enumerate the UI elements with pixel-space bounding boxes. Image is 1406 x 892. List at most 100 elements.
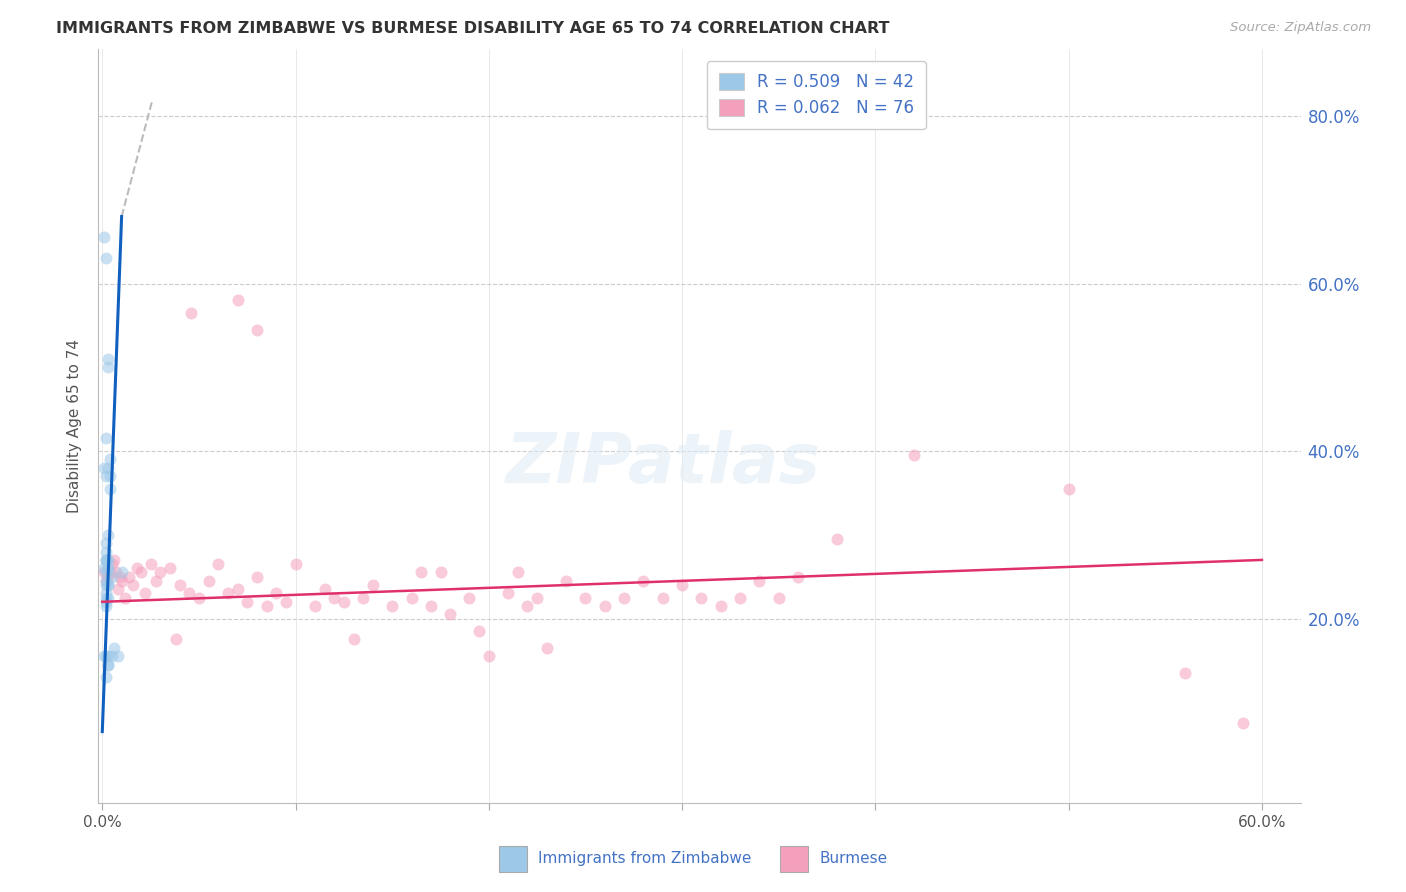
- Point: [97, 649, 120, 664]
- Point: [97, 578, 120, 592]
- Point: [93, 649, 115, 664]
- Point: [787, 570, 810, 584]
- Point: [165, 632, 187, 647]
- Legend: R = 0.509   N = 42, R = 0.062   N = 76: R = 0.509 N = 42, R = 0.062 N = 76: [707, 62, 925, 129]
- Point: [671, 578, 693, 592]
- Point: [768, 591, 790, 605]
- Y-axis label: Disability Age 65 to 74: Disability Age 65 to 74: [67, 339, 83, 513]
- Text: Immigrants from Zimbabwe: Immigrants from Zimbabwe: [538, 852, 752, 866]
- Point: [110, 566, 132, 580]
- Point: [94, 574, 117, 588]
- Point: [122, 578, 145, 592]
- Point: [217, 586, 239, 600]
- Point: [180, 306, 202, 320]
- Point: [197, 574, 219, 588]
- Point: [256, 599, 278, 613]
- Point: [97, 561, 120, 575]
- Point: [264, 586, 287, 600]
- Point: [94, 586, 117, 600]
- Point: [506, 566, 529, 580]
- Point: [169, 578, 191, 592]
- Point: [179, 586, 201, 600]
- Point: [207, 557, 229, 571]
- Point: [107, 649, 129, 664]
- Point: [246, 570, 269, 584]
- Point: [333, 595, 356, 609]
- Point: [274, 595, 297, 609]
- Point: [149, 566, 172, 580]
- Point: [903, 448, 925, 462]
- Point: [651, 591, 673, 605]
- Point: [468, 624, 491, 639]
- Point: [478, 649, 501, 664]
- Point: [93, 230, 115, 244]
- Point: [107, 582, 129, 597]
- Point: [361, 578, 384, 592]
- Point: [1174, 665, 1197, 680]
- Text: Burmese: Burmese: [820, 852, 887, 866]
- Point: [1057, 482, 1080, 496]
- Point: [574, 591, 596, 605]
- Point: [94, 599, 117, 613]
- Point: [236, 595, 259, 609]
- Point: [94, 578, 117, 592]
- Point: [226, 582, 249, 597]
- Point: [94, 574, 117, 588]
- Point: [381, 599, 404, 613]
- Point: [94, 553, 117, 567]
- Text: Source: ZipAtlas.com: Source: ZipAtlas.com: [1230, 21, 1371, 35]
- Point: [110, 574, 132, 588]
- Point: [98, 452, 121, 467]
- Point: [690, 591, 713, 605]
- Point: [94, 553, 117, 567]
- Point: [97, 570, 120, 584]
- Point: [1232, 716, 1254, 731]
- Point: [97, 528, 120, 542]
- Point: [125, 561, 148, 575]
- Text: ZIPatlas: ZIPatlas: [506, 430, 821, 497]
- Point: [710, 599, 733, 613]
- Point: [593, 599, 616, 613]
- Point: [94, 536, 117, 550]
- Point: [118, 570, 141, 584]
- Point: [97, 591, 120, 605]
- Point: [94, 544, 117, 558]
- Point: [728, 591, 751, 605]
- Point: [323, 591, 346, 605]
- Point: [94, 670, 117, 684]
- Text: IMMIGRANTS FROM ZIMBABWE VS BURMESE DISABILITY AGE 65 TO 74 CORRELATION CHART: IMMIGRANTS FROM ZIMBABWE VS BURMESE DISA…: [56, 21, 890, 37]
- Point: [97, 578, 120, 592]
- Point: [97, 561, 120, 575]
- Point: [101, 649, 124, 664]
- Point: [145, 574, 167, 588]
- Point: [536, 640, 558, 655]
- Point: [98, 482, 121, 496]
- Point: [97, 553, 120, 567]
- Point: [103, 553, 125, 567]
- Point: [101, 570, 124, 584]
- Point: [226, 293, 249, 308]
- Point: [97, 657, 120, 672]
- Point: [94, 469, 117, 483]
- Point: [134, 586, 156, 600]
- Point: [748, 574, 770, 588]
- Point: [98, 566, 121, 580]
- Point: [94, 432, 117, 446]
- Point: [129, 566, 152, 580]
- Point: [103, 640, 125, 655]
- Point: [411, 566, 433, 580]
- Point: [516, 599, 538, 613]
- Point: [429, 566, 451, 580]
- Point: [496, 586, 519, 600]
- Point: [93, 561, 115, 575]
- Point: [97, 351, 120, 366]
- Point: [101, 557, 124, 571]
- Point: [159, 561, 181, 575]
- Point: [555, 574, 578, 588]
- Point: [419, 599, 441, 613]
- Point: [114, 591, 136, 605]
- Point: [314, 582, 336, 597]
- Point: [439, 607, 461, 622]
- Point: [633, 574, 655, 588]
- Point: [94, 566, 117, 580]
